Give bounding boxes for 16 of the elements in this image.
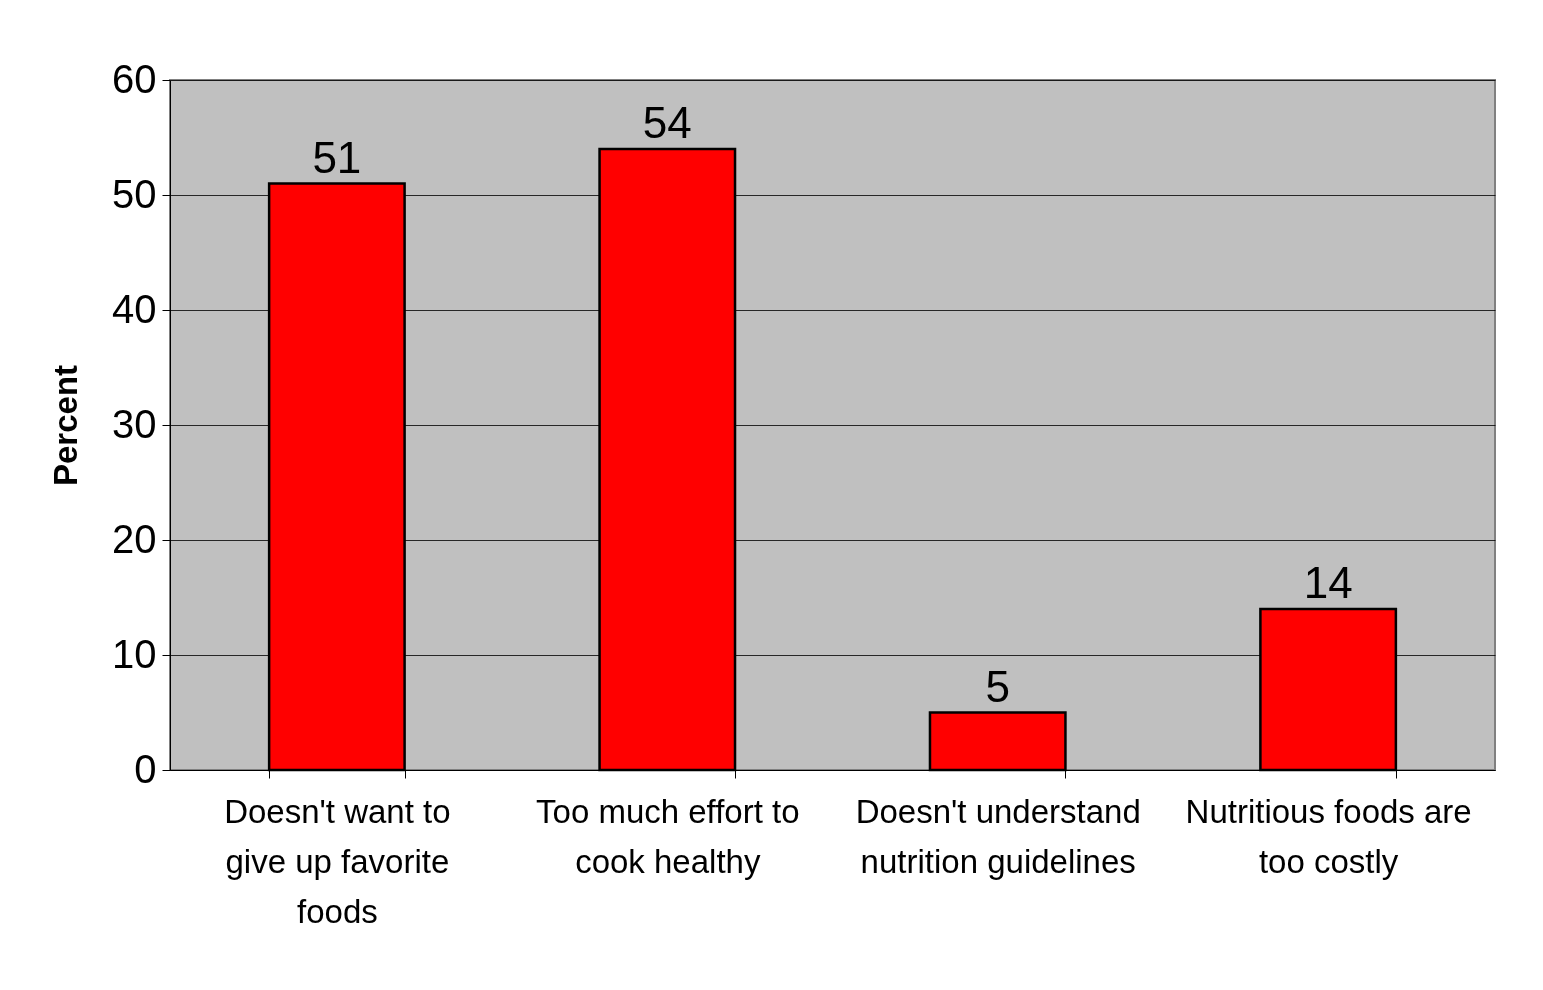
y-tick-label: 50 <box>112 171 157 216</box>
y-tick-label: 40 <box>112 286 157 331</box>
y-axis-title: Percent <box>47 364 85 487</box>
x-tick-label: Too much effort to cook healthy <box>536 792 800 880</box>
y-tick-label: 10 <box>112 631 157 676</box>
data-label: 5 <box>985 661 1010 711</box>
x-tick-label: Nutritious foods are too costly <box>1185 792 1472 880</box>
y-tick-label: 60 <box>112 56 157 101</box>
y-tick-label: 30 <box>112 401 157 446</box>
y-tick-label: 0 <box>134 746 157 791</box>
x-tick-label: Doesn't want to give up favorite foods <box>224 792 451 930</box>
y-tick-label: 20 <box>112 516 157 561</box>
data-label: 51 <box>312 132 362 182</box>
data-label: 14 <box>1303 558 1353 607</box>
x-tick-label: Doesn't understand nutrition guidelines <box>855 792 1141 880</box>
data-label: 54 <box>642 98 692 147</box>
